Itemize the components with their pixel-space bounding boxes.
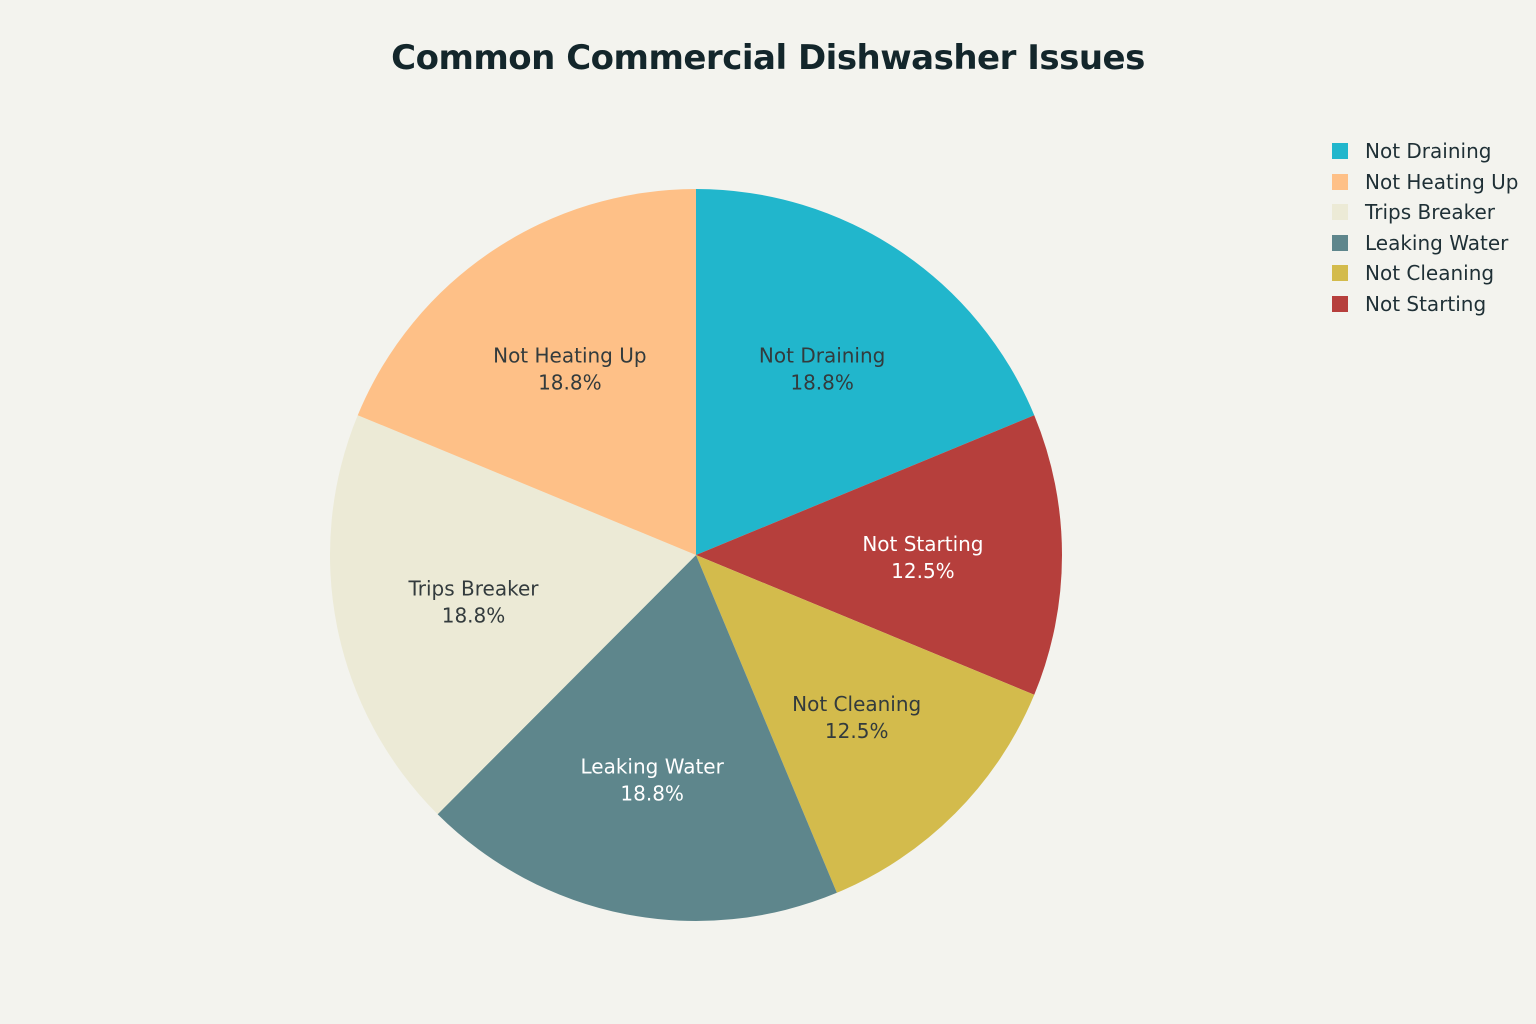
slice-label: Leaking Water	[580, 755, 724, 779]
legend-label: Not Draining	[1365, 139, 1492, 164]
slice-percent-label: 12.5%	[825, 719, 889, 743]
legend-label: Not Cleaning	[1365, 261, 1495, 286]
legend-label: Not Starting	[1365, 291, 1487, 316]
slice-label: Trips Breaker	[407, 577, 539, 601]
pie-slice-leaking-water	[437, 555, 837, 921]
legend-label: Leaking Water	[1365, 230, 1509, 255]
pie-slice-not-cleaning	[696, 555, 1035, 893]
legend-swatch	[1332, 234, 1348, 251]
slice-percent-label: 18.8%	[790, 370, 854, 394]
slice-label: Not Heating Up	[493, 343, 646, 367]
pie-slice-trips-breaker	[329, 415, 696, 815]
slice-label: Not Cleaning	[792, 692, 921, 716]
legend-swatch	[1332, 204, 1348, 221]
slice-percent-label: 12.5%	[891, 559, 955, 583]
legend-item[interactable]: Not Draining	[1332, 136, 1532, 167]
legend-swatch	[1332, 265, 1348, 282]
slice-label: Not Draining	[759, 343, 885, 367]
legend-swatch	[1332, 143, 1348, 160]
slice-percent-label: 18.8%	[620, 782, 684, 806]
legend-item[interactable]: Not Heating Up	[1332, 167, 1532, 198]
pie-slice-not-starting	[696, 415, 1062, 695]
legend-item[interactable]: Not Starting	[1332, 289, 1532, 320]
legend-item[interactable]: Not Cleaning	[1332, 258, 1532, 289]
legend-item[interactable]: Leaking Water	[1332, 228, 1532, 259]
legend-item[interactable]: Trips Breaker	[1332, 197, 1532, 228]
slice-percent-label: 18.8%	[442, 604, 506, 628]
chart-title: Common Commercial Dishwasher Issues	[391, 38, 1145, 78]
legend-label: Trips Breaker	[1365, 200, 1495, 225]
legend-swatch	[1332, 295, 1348, 312]
legend-label: Not Heating Up	[1365, 169, 1519, 194]
slice-percent-label: 18.8%	[538, 370, 602, 394]
pie-slice-not-draining	[696, 189, 1035, 555]
legend-swatch	[1332, 173, 1348, 190]
slice-label: Not Starting	[862, 532, 983, 556]
pie-slice-not-heating-up	[357, 189, 696, 555]
legend: Not Draining Not Heating Up Trips Breaker L…	[1332, 136, 1532, 319]
